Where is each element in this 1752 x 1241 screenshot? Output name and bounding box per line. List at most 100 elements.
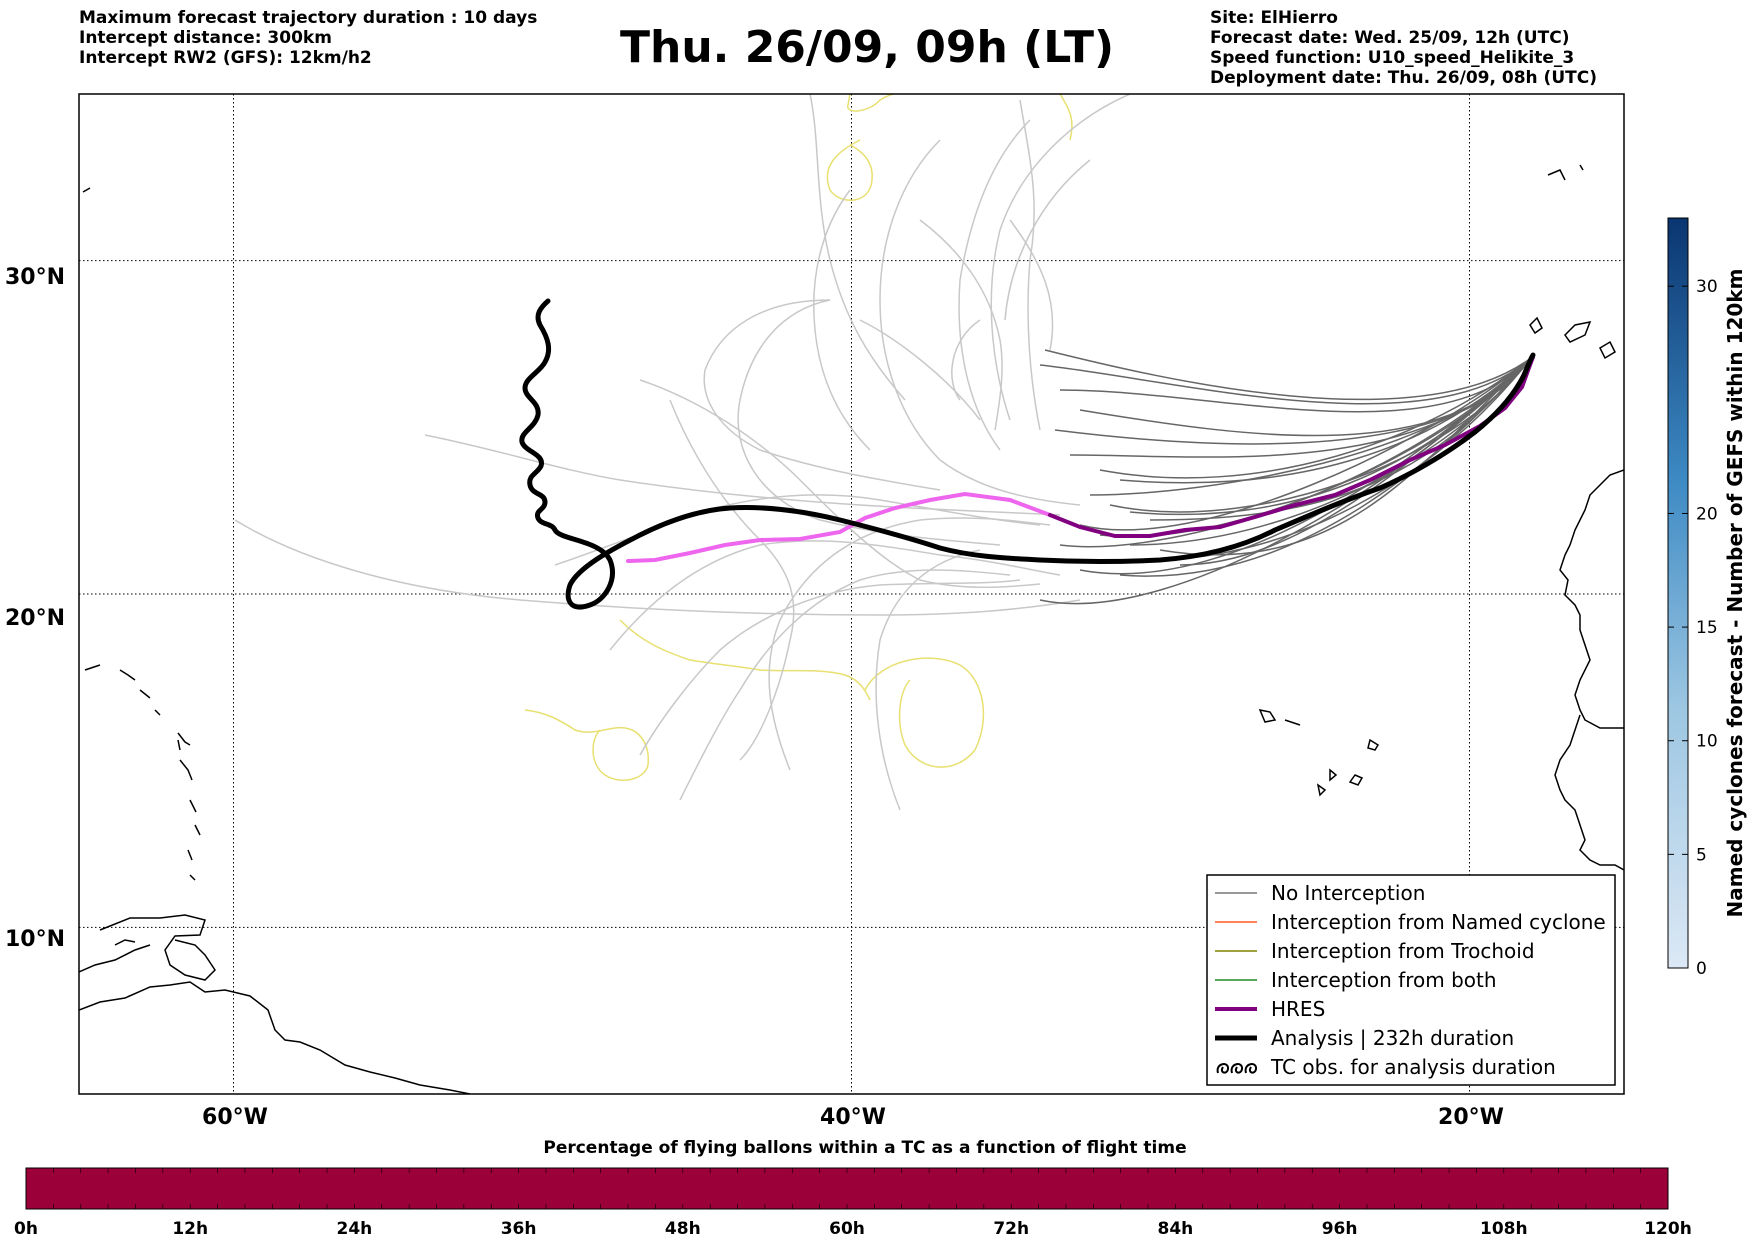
time-tick-label: 84h <box>1158 1219 1194 1239</box>
gefs-trajectory <box>1044 349 1532 401</box>
coastline-antilles <box>84 664 201 881</box>
colorbar-tick-label: 30 <box>1696 277 1718 297</box>
info-forecast-date: Forecast date: Wed. 25/09, 12h (UTC) <box>1210 28 1570 48</box>
colorbar-bottom-bar <box>25 1167 1669 1210</box>
info-intercept-distance: Intercept distance: 300km <box>79 28 332 48</box>
legend-item: HRES <box>1215 997 1325 1021</box>
colorbar-tick-label: 5 <box>1696 845 1707 865</box>
legend-box <box>1206 874 1616 1086</box>
page-title: Thu. 26/09, 09h (LT) <box>620 22 1115 73</box>
named-cyclone-tracks <box>524 94 1073 781</box>
gefs-trajectory <box>879 139 1081 506</box>
gefs-trajectory <box>1004 159 1091 321</box>
lon-label-20w: 20°W <box>1438 1105 1504 1130</box>
hres-trajectory-far <box>626 491 1052 563</box>
time-tick-label: 120h <box>1644 1219 1692 1239</box>
gefs-trajectory <box>669 399 795 761</box>
coastline-small-islands <box>82 164 1584 193</box>
time-tick-label: 96h <box>1322 1219 1358 1239</box>
cyclone-track <box>847 94 965 112</box>
cyclone-track <box>619 619 871 701</box>
legend-item: Interception from both <box>1215 968 1497 992</box>
gefs-trajectory <box>768 517 1051 771</box>
time-tick-label: 36h <box>501 1219 537 1239</box>
time-tick-label: 0h <box>14 1219 38 1239</box>
gefs-trajectory <box>679 569 1011 801</box>
gefs-trajectory <box>809 94 906 401</box>
cyclone-track <box>826 139 873 201</box>
time-tick-label: 72h <box>993 1219 1029 1239</box>
axis-labels: 60°W 40°W 20°W 10°N 20°N 30°N <box>5 265 1504 1130</box>
map-frame <box>78 93 1625 1095</box>
gefs-trajectory <box>639 579 1021 756</box>
legend-item: Interception from Named cyclone <box>1215 910 1606 934</box>
coastline-canary-islands <box>1529 316 1616 360</box>
gefs-trajectory <box>1089 357 1532 496</box>
legend: No Interception Interception from Named c… <box>1206 874 1616 1086</box>
colorbar-bottom-title: Percentage of flying ballons within a TC… <box>543 1138 1186 1158</box>
tc-loop-marker <box>1216 1063 1229 1074</box>
info-max-duration: Maximum forecast trajectory duration : 1… <box>79 8 538 28</box>
colorbar-tick-label: 15 <box>1696 618 1718 638</box>
gefs-trajectory <box>737 299 1001 546</box>
time-tick-label: 48h <box>665 1219 701 1239</box>
gefs-trajectory <box>1099 357 1532 479</box>
colorbar-bottom: Percentage of flying ballons within a TC… <box>14 1138 1692 1239</box>
info-intercept-rw2: Intercept RW2 (GFS): 12km/h2 <box>79 48 372 68</box>
legend-item: No Interception <box>1215 881 1425 905</box>
lon-label-40w: 40°W <box>820 1105 886 1130</box>
trajectory-layer <box>234 94 1536 811</box>
time-tick-label: 12h <box>172 1219 208 1239</box>
gefs-trajectory <box>919 219 1003 431</box>
colorbar-right-gradient <box>1667 217 1689 969</box>
legend-label: Interception from both <box>1271 968 1497 992</box>
legend-label: TC obs. for analysis duration <box>1270 1055 1556 1079</box>
coastline-cuba-hispaniola <box>79 939 151 973</box>
cyclone-track <box>864 657 985 768</box>
hres-trajectory-near <box>1048 355 1535 538</box>
gefs-trajectory <box>1119 357 1532 484</box>
tc-loop-marker <box>1230 1063 1243 1074</box>
legend-item: Interception from Trochoid <box>1215 939 1535 963</box>
legend-label: Analysis | 232h duration <box>1271 1026 1514 1050</box>
legend-label: Interception from Trochoid <box>1271 939 1535 963</box>
analysis-trajectory <box>519 298 1536 610</box>
time-tick-label: 24h <box>337 1219 373 1239</box>
coastlines <box>79 164 1624 1094</box>
lat-label-20n: 20°N <box>5 606 65 631</box>
legend-item: TC obs. for analysis duration <box>1216 1055 1556 1079</box>
gefs-trajectory <box>639 379 1041 588</box>
gefs-trajectory <box>813 189 871 451</box>
lon-label-60w: 60°W <box>202 1105 268 1130</box>
legend-label: HRES <box>1271 997 1325 1021</box>
colorbar-right: 0 5 10 15 20 30 Named cyclones forecast - Num… <box>1667 217 1747 979</box>
gefs-trajectory <box>1039 357 1532 405</box>
legend-items: No Interception Interception from Named c… <box>1215 881 1606 1079</box>
colorbar-tick-label: 20 <box>1696 504 1718 524</box>
colorbar-right-ticks: 0 5 10 15 20 30 <box>1668 277 1718 979</box>
gefs-trajectory <box>609 540 1061 651</box>
gefs-trajectory <box>990 94 1131 421</box>
header-info-left: Maximum forecast trajectory duration : 1… <box>79 8 537 68</box>
header-info-right: Site: ElHierro Forecast date: Wed. 25/09… <box>1210 8 1597 88</box>
gefs-trajectory <box>1039 357 1532 605</box>
legend-item: Analysis | 232h duration <box>1215 1026 1514 1050</box>
coastline-cape-verde <box>1258 708 1380 797</box>
lat-label-30n: 30°N <box>5 265 65 290</box>
info-speed-function: Speed function: U10_speed_Helikite_3 <box>1210 48 1575 68</box>
gefs-trajectory <box>1019 99 1041 431</box>
colorbar-bottom-ticks: 0h 12h 24h 36h 48h 60h 72h 84h 96h 108h 120h <box>14 1168 1692 1239</box>
gefs-trajectory <box>1009 219 1054 351</box>
gefs-trajectory <box>958 119 1031 451</box>
tc-loop-marker <box>1244 1063 1257 1074</box>
legend-label: Interception from Named cyclone <box>1271 910 1606 934</box>
gefs-trajectory <box>424 434 1061 516</box>
cyclone-track <box>1059 94 1073 141</box>
coastline-caribbean-islands <box>99 914 216 981</box>
cyclone-track <box>524 709 649 781</box>
gefs-trajectory <box>234 519 1081 616</box>
time-tick-label: 108h <box>1480 1219 1528 1239</box>
info-deployment-date: Deployment date: Thu. 26/09, 08h (UTC) <box>1210 68 1597 88</box>
gefs-trajectory <box>875 549 981 811</box>
